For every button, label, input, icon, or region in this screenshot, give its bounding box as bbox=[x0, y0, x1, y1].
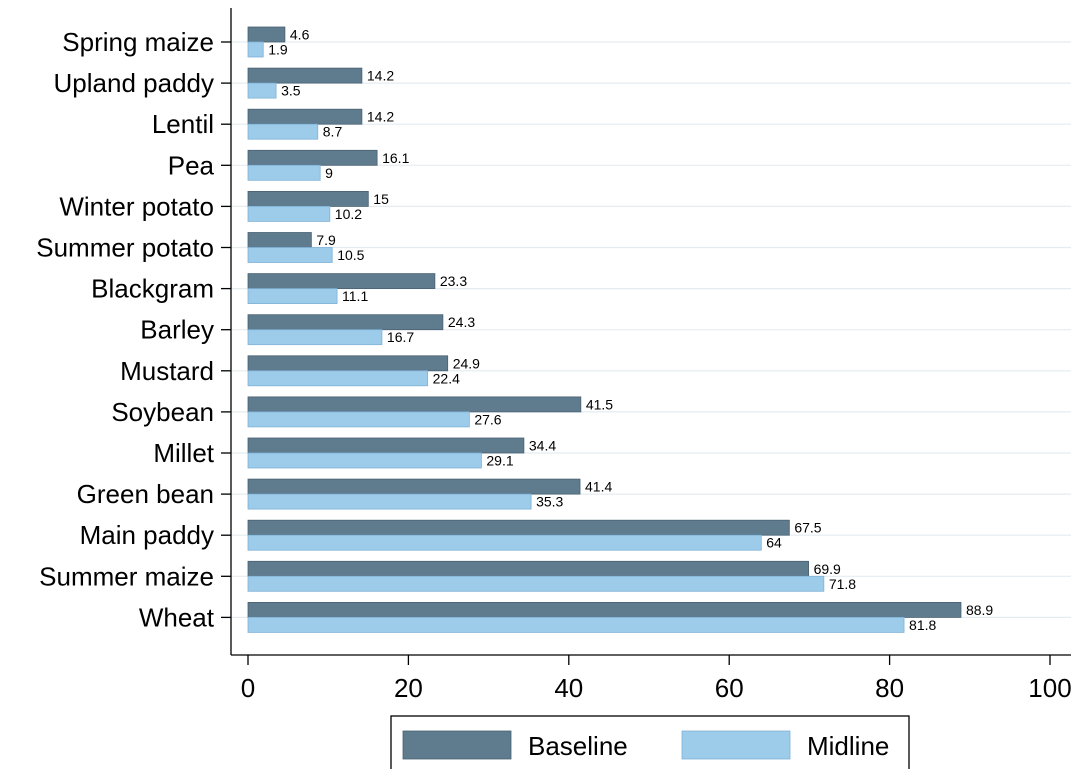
bar-midline-wheat bbox=[247, 617, 905, 633]
value-label-baseline-millet: 34.4 bbox=[529, 438, 556, 454]
bar-baseline-wheat bbox=[247, 602, 962, 618]
bar-midline-upland-paddy bbox=[247, 82, 277, 99]
value-labels: 4.61.9 14.2 3.5 14.2 8.7 16.1 9 15 10.2 7.910.5 23… bbox=[268, 27, 993, 633]
value-label-baseline-winter-potato: 15 bbox=[373, 191, 389, 207]
value-label-midline-pea: 9 bbox=[325, 165, 333, 181]
x-tick-label-20: 20 bbox=[394, 673, 423, 703]
value-label-midline-blackgram: 11.1 bbox=[342, 288, 368, 304]
category-label-summer-potato: Summer potato bbox=[36, 233, 214, 263]
value-label-midline-soybean: 27.6 bbox=[474, 411, 501, 427]
value-label-baseline-mustard: 24.9 bbox=[453, 355, 480, 371]
value-label-midline-barley: 16.7 bbox=[387, 329, 414, 345]
value-label-baseline-main-paddy: 67.5 bbox=[794, 520, 821, 536]
bar-baseline-upland-paddy bbox=[247, 67, 363, 84]
value-label-baseline-spring-maize: 4.6 bbox=[290, 27, 310, 43]
value-label-baseline-summer-potato: 7.9 bbox=[316, 232, 336, 248]
bar-baseline-blackgram bbox=[247, 273, 436, 290]
value-label-midline-summer-potato: 10.5 bbox=[337, 247, 364, 263]
bar-baseline-summer-maize bbox=[247, 560, 809, 577]
value-label-baseline-green-bean: 41.4 bbox=[585, 479, 612, 495]
x-tick-label-100: 100 bbox=[1028, 673, 1071, 703]
bar-baseline-lentil bbox=[247, 108, 363, 125]
bar-baseline-mustard bbox=[247, 355, 449, 372]
category-label-blackgram: Blackgram bbox=[91, 274, 214, 304]
value-label-midline-main-paddy: 64 bbox=[766, 535, 782, 551]
legend-label-midline: Midline bbox=[807, 731, 889, 761]
x-ticks: 0 20 40 60 80 100 bbox=[241, 673, 1072, 703]
bar-midline-soybean bbox=[247, 411, 470, 428]
x-tick-label-80: 80 bbox=[875, 673, 904, 703]
bar-baseline-spring-maize bbox=[247, 26, 286, 43]
category-label-millet: Millet bbox=[153, 438, 214, 468]
category-label-summer-maize: Summer maize bbox=[39, 561, 214, 591]
category-label-soybean: Soybean bbox=[111, 397, 214, 427]
bar-baseline-main-paddy bbox=[247, 519, 790, 536]
value-label-baseline-blackgram: 23.3 bbox=[440, 273, 467, 289]
legend: Baseline Midline bbox=[390, 715, 910, 769]
bar-midline-mustard bbox=[247, 370, 429, 387]
category-label-green-bean: Green bean bbox=[77, 479, 214, 509]
bar-midline-millet bbox=[247, 452, 482, 469]
category-label-wheat: Wheat bbox=[139, 602, 215, 632]
legend-swatch-baseline bbox=[402, 730, 512, 760]
x-tick-label-40: 40 bbox=[554, 673, 583, 703]
category-label-upland-paddy: Upland paddy bbox=[54, 68, 214, 98]
value-label-baseline-barley: 24.3 bbox=[448, 314, 475, 330]
category-label-mustard: Mustard bbox=[120, 356, 214, 386]
category-label-barley: Barley bbox=[140, 315, 214, 345]
value-label-baseline-pea: 16.1 bbox=[382, 150, 409, 166]
value-label-baseline-upland-paddy: 14.2 bbox=[367, 68, 394, 84]
value-label-midline-lentil: 8.7 bbox=[323, 124, 343, 140]
value-label-midline-millet: 29.1 bbox=[486, 453, 513, 469]
bar-baseline-barley bbox=[247, 314, 444, 331]
bar-midline-lentil bbox=[247, 123, 319, 140]
bar-baseline-winter-potato bbox=[247, 190, 369, 207]
value-label-midline-upland-paddy: 3.5 bbox=[281, 83, 301, 99]
bar-baseline-summer-potato bbox=[247, 232, 312, 248]
category-labels: Spring maize Upland paddy Lentil Pea Winter … bbox=[36, 27, 215, 632]
bar-midline-pea bbox=[247, 164, 321, 181]
value-label-baseline-lentil: 14.2 bbox=[367, 109, 394, 125]
value-label-midline-summer-maize: 71.8 bbox=[829, 576, 856, 592]
axes bbox=[221, 8, 1071, 665]
value-label-baseline-summer-maize: 69.9 bbox=[814, 561, 841, 577]
value-label-midline-spring-maize: 1.9 bbox=[268, 42, 288, 58]
category-label-pea: Pea bbox=[168, 150, 215, 180]
bar-midline-barley bbox=[247, 329, 383, 346]
x-tick-label-0: 0 bbox=[241, 673, 255, 703]
bar-baseline-soybean bbox=[247, 396, 582, 413]
category-label-winter-potato: Winter potato bbox=[59, 191, 214, 221]
legend-swatch-midline bbox=[681, 730, 791, 760]
bar-baseline-green-bean bbox=[247, 478, 581, 495]
value-label-baseline-soybean: 41.5 bbox=[586, 396, 613, 412]
value-label-midline-green-bean: 35.3 bbox=[536, 494, 563, 510]
category-label-spring-maize: Spring maize bbox=[62, 27, 214, 57]
bar-baseline-pea bbox=[247, 149, 378, 166]
category-label-main-paddy: Main paddy bbox=[80, 520, 214, 550]
bar-midline-summer-potato bbox=[247, 247, 333, 263]
bar-midline-summer-maize bbox=[247, 575, 825, 592]
x-tick-label-60: 60 bbox=[715, 673, 744, 703]
bar-midline-main-paddy bbox=[247, 534, 762, 551]
value-label-midline-mustard: 22.4 bbox=[433, 370, 460, 386]
value-label-baseline-wheat: 88.9 bbox=[966, 602, 993, 618]
bar-midline-green-bean bbox=[247, 493, 532, 510]
bar-baseline-millet bbox=[247, 437, 525, 454]
value-label-midline-wheat: 81.8 bbox=[909, 617, 936, 633]
value-label-midline-winter-potato: 10.2 bbox=[335, 206, 362, 222]
category-label-lentil: Lentil bbox=[152, 109, 214, 139]
bar-midline-spring-maize bbox=[247, 41, 264, 58]
bar-midline-winter-potato bbox=[247, 205, 331, 222]
legend-label-baseline: Baseline bbox=[528, 731, 628, 761]
bar-midline-blackgram bbox=[247, 288, 338, 305]
bars bbox=[247, 26, 962, 633]
